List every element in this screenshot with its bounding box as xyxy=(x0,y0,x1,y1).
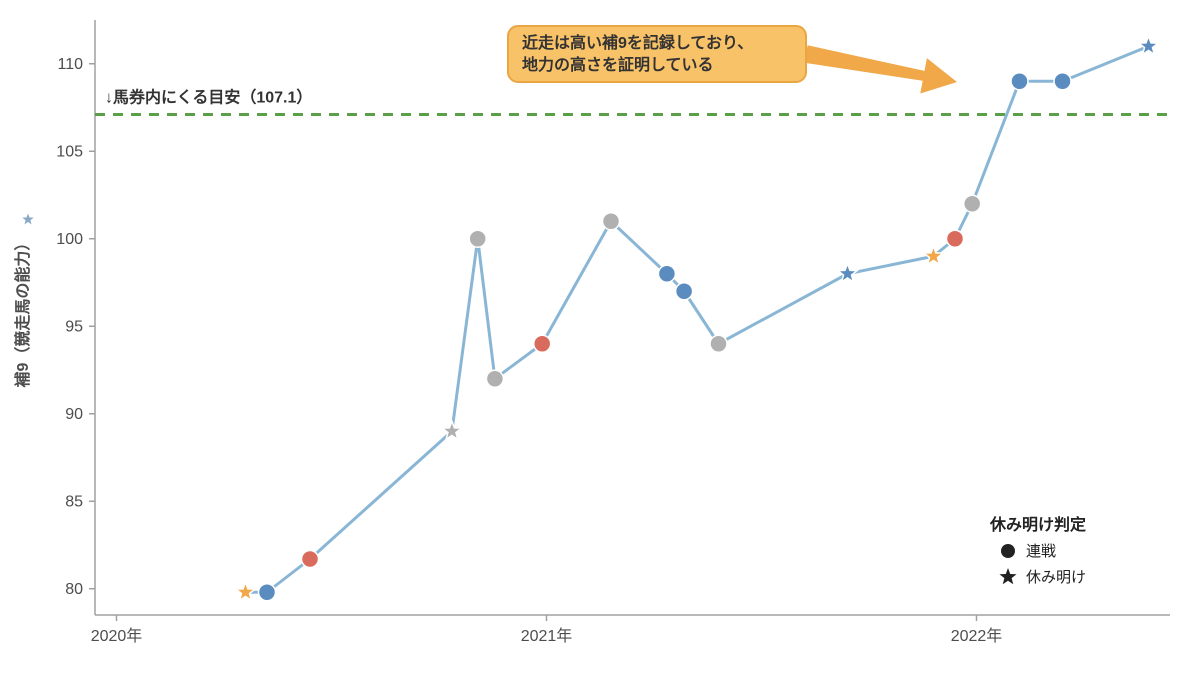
callout-text-line2: 地力の高さを証明している xyxy=(522,55,714,74)
legend-item-label: 休み明け xyxy=(1026,569,1086,586)
data-point-circle xyxy=(302,551,319,568)
ability-chart: 80 85 90 95 100 105 110 2020年 2021年 2022年 補9（競走馬の能… xyxy=(0,0,1200,675)
data-point-circle xyxy=(469,230,486,247)
threshold-label: ↓馬券内にくる目安（107.1） xyxy=(105,88,312,107)
data-point-circle xyxy=(947,230,964,247)
y-tick-label: 105 xyxy=(56,143,83,160)
y-tick-label: 100 xyxy=(56,231,83,248)
y-axis-label: 補9（競走馬の能力） xyxy=(13,235,32,389)
legend-title: 休み明け判定 xyxy=(989,515,1086,534)
y-tick-label: 110 xyxy=(57,56,83,73)
x-tick-label: 2020年 xyxy=(91,627,143,645)
data-point-circle xyxy=(259,584,276,601)
x-tick-label: 2022年 xyxy=(951,627,1003,645)
legend-circle-icon xyxy=(1001,544,1015,558)
data-point-circle xyxy=(658,265,675,282)
legend-item-label: 連戦 xyxy=(1026,543,1056,560)
data-point-circle xyxy=(486,370,503,387)
data-point-circle xyxy=(676,283,693,300)
y-tick-label: 90 xyxy=(65,406,83,423)
x-tick-label: 2021年 xyxy=(521,627,573,645)
callout-text-line1: 近走は高い補9を記録しており、 xyxy=(522,33,753,52)
y-tick-label: 80 xyxy=(65,581,83,598)
data-point-circle xyxy=(1011,73,1028,90)
y-tick-label: 85 xyxy=(65,493,83,510)
data-point-circle xyxy=(1054,73,1071,90)
data-point-circle xyxy=(710,335,727,352)
data-point-circle xyxy=(964,195,981,212)
data-point-circle xyxy=(603,213,620,230)
y-tick-label: 95 xyxy=(65,318,83,335)
data-point-circle xyxy=(534,335,551,352)
